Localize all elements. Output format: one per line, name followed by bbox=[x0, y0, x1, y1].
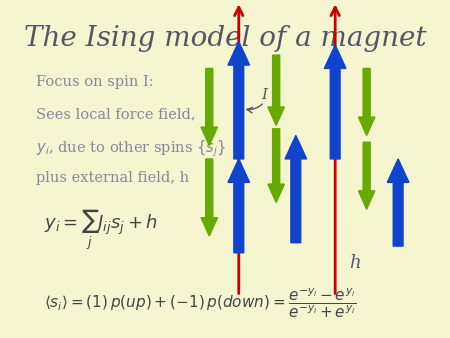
Text: I: I bbox=[261, 88, 267, 102]
FancyArrow shape bbox=[201, 68, 217, 146]
FancyArrow shape bbox=[228, 42, 250, 159]
Text: h: h bbox=[349, 254, 360, 272]
FancyArrow shape bbox=[201, 159, 217, 236]
FancyArrow shape bbox=[387, 159, 409, 246]
Text: Focus on spin I:: Focus on spin I: bbox=[36, 75, 154, 89]
Text: plus external field, h: plus external field, h bbox=[36, 171, 189, 185]
FancyArrow shape bbox=[228, 159, 250, 253]
Text: $y_i = \sum_j J_{ij} s_j + h$: $y_i = \sum_j J_{ij} s_j + h$ bbox=[44, 207, 158, 251]
Text: The Ising model of a magnet: The Ising model of a magnet bbox=[24, 25, 426, 52]
Text: $y_i$, due to other spins $\{s_j\}$: $y_i$, due to other spins $\{s_j\}$ bbox=[36, 139, 226, 160]
Text: Sees local force field,: Sees local force field, bbox=[36, 107, 196, 121]
FancyArrow shape bbox=[358, 68, 375, 136]
FancyArrow shape bbox=[285, 136, 306, 243]
FancyArrow shape bbox=[358, 142, 375, 209]
Text: $\langle s_i \rangle = (1)\, p(up) + (-1)\, p(down) = \dfrac{e^{-y_i} - e^{y_i}}: $\langle s_i \rangle = (1)\, p(up) + (-1… bbox=[44, 286, 356, 320]
FancyArrow shape bbox=[268, 55, 284, 125]
FancyArrow shape bbox=[324, 45, 346, 159]
FancyArrow shape bbox=[268, 129, 284, 202]
